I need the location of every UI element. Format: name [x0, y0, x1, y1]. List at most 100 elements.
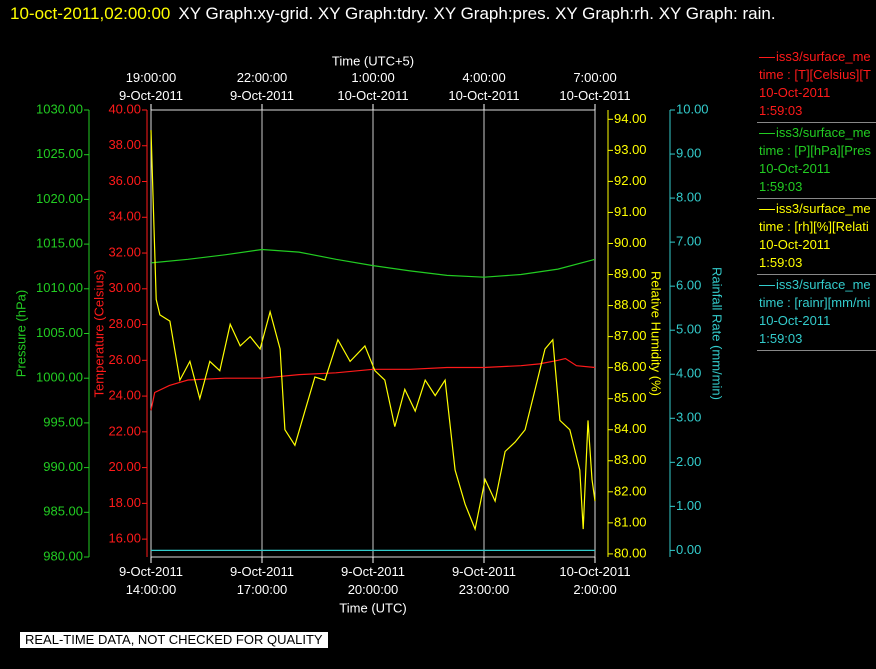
y-tick-label: 7.00: [676, 234, 701, 249]
y-tick-label: 10.00: [676, 101, 709, 116]
legend-text: 10-Oct-2011: [759, 161, 831, 176]
tick-label-line: 10-Oct-2011: [559, 88, 630, 103]
y-tick-label: 1010.00: [36, 280, 83, 295]
tick-label-line: 1:00:00: [351, 70, 394, 85]
tick-label-line: 9-Oct-2011: [119, 564, 183, 579]
footer-note: REAL-TIME DATA, NOT CHECKED FOR QUALITY: [20, 632, 328, 648]
x2-tick-label: 1:00:00 10-Oct-2011: [337, 70, 408, 103]
legend: iss3/surface_me time : [T][Celsius][T 10-O…: [757, 47, 876, 351]
y-tick-label: 6.00: [676, 278, 701, 293]
x2-tick-label: 22:00:00 9-Oct-2011: [230, 70, 294, 103]
y-tick-label: 1025.00: [36, 146, 83, 161]
y-tick-label: 1000.00: [36, 370, 83, 385]
x-tick-label: 9-Oct-2011 20:00:00: [341, 564, 405, 597]
x2-axis-title: Time (UTC+5): [332, 53, 414, 68]
timestamp: 10-oct-2011,02:00:00: [10, 4, 171, 23]
y-tick-label: 990.00: [43, 459, 83, 474]
y-tick-label: 9.00: [676, 145, 701, 160]
y-tick-label: 34.00: [108, 209, 141, 224]
legend-swatch: [759, 57, 775, 59]
y-axis-title: Rainfall Rate (mm/min): [710, 267, 725, 400]
x-tick-label: 10-Oct-2011 2:00:00: [559, 564, 630, 597]
tick-label-line: 10-Oct-2011: [448, 88, 519, 103]
tick-label-line: 9-Oct-2011: [341, 564, 405, 579]
y-tick-label: 985.00: [43, 504, 83, 519]
x-axis-title: Time (UTC): [339, 600, 406, 615]
series-line: [150, 357, 596, 411]
y-tick-label: 4.00: [676, 366, 701, 381]
legend-name-row: iss3/surface_me: [759, 276, 876, 294]
tick-label-line: 9-Oct-2011: [452, 564, 516, 579]
tick-label-line: 19:00:00: [126, 70, 177, 85]
chart-title: XY Graph:xy-grid. XY Graph:tdry. XY Grap…: [178, 4, 776, 23]
x-tick-label: 9-Oct-2011 23:00:00: [452, 564, 516, 597]
y-tick-label: 32.00: [108, 244, 141, 259]
y-tick-label: 87.00: [614, 328, 647, 343]
y-tick-label: 980.00: [43, 548, 83, 563]
y-tick-label: 94.00: [614, 111, 647, 126]
y-tick-label: 40.00: [108, 101, 141, 116]
y-axis-title: Relative Humidity (%): [649, 271, 664, 396]
legend-text: 1:59:03: [759, 103, 803, 118]
tick-label-line: 7:00:00: [573, 70, 616, 85]
y-tick-label: 84.00: [614, 421, 647, 436]
y-tick-label: 20.00: [108, 459, 141, 474]
tick-label-line: 20:00:00: [348, 582, 399, 597]
legend-name: iss3/surface_me: [776, 201, 871, 216]
tick-label-line: 22:00:00: [237, 70, 288, 85]
y-tick-label: 38.00: [108, 137, 141, 152]
y-tick-label: 995.00: [43, 414, 83, 429]
legend-text: time : [rainr][mm/mi: [759, 295, 871, 310]
y-tick-label: 89.00: [614, 266, 647, 281]
y-tick-label: 24.00: [108, 388, 141, 403]
y-tick-label: 91.00: [614, 204, 647, 219]
tick-label-line: 14:00:00: [126, 582, 177, 597]
x-tick-label: 9-Oct-2011 17:00:00: [230, 564, 294, 597]
y-tick-label: 1015.00: [36, 236, 83, 251]
legend-name: iss3/surface_me: [776, 277, 871, 292]
x2-tick-label: 4:00:00 10-Oct-2011: [448, 70, 519, 103]
tick-label-line: 9-Oct-2011: [230, 564, 294, 579]
legend-swatch: [759, 209, 775, 211]
y-tick-label: 5.00: [676, 322, 701, 337]
legend-text: 10-Oct-2011: [759, 237, 831, 252]
y-tick-label: 0.00: [676, 542, 701, 557]
legend-swatch: [759, 285, 775, 287]
y-tick-label: 86.00: [614, 359, 647, 374]
series-line: [150, 248, 596, 278]
y-tick-label: 8.00: [676, 190, 701, 205]
series-line: [150, 130, 596, 532]
legend-text: time : [T][Celsius][T: [759, 67, 871, 82]
y-tick-label: 88.00: [614, 297, 647, 312]
legend-text: time : [P][hPa][Pres: [759, 143, 871, 158]
header: 10-oct-2011,02:00:00 XY Graph:xy-grid. XY…: [10, 0, 855, 28]
legend-name-row: iss3/surface_me: [759, 124, 876, 142]
x-tick-label: 9-Oct-2011 14:00:00: [119, 564, 183, 597]
y-axis-title: Temperature (Celsius): [91, 270, 106, 398]
legend-name: iss3/surface_me: [776, 125, 871, 140]
y-tick-label: 93.00: [614, 142, 647, 157]
y-tick-label: 83.00: [614, 452, 647, 467]
y-tick-label: 81.00: [614, 514, 647, 529]
y-tick-label: 26.00: [108, 352, 141, 367]
y-tick-label: 2.00: [676, 454, 701, 469]
y-tick-label: 18.00: [108, 495, 141, 510]
tick-label-line: 9-Oct-2011: [230, 88, 294, 103]
legend-name-row: iss3/surface_me: [759, 48, 876, 66]
legend-swatch: [759, 133, 775, 135]
y-tick-label: 16.00: [108, 531, 141, 546]
y-tick-label: 30.00: [108, 280, 141, 295]
legend-text: 1:59:03: [759, 331, 803, 346]
y-tick-label: 22.00: [108, 423, 141, 438]
legend-text: 10-Oct-2011: [759, 313, 831, 328]
y-tick-label: 36.00: [108, 173, 141, 188]
x2-tick-label: 7:00:00 10-Oct-2011: [559, 70, 630, 103]
legend-text: time : [rh][%][Relati: [759, 219, 869, 234]
tick-label-line: 23:00:00: [459, 582, 510, 597]
y-tick-label: 80.00: [614, 545, 647, 560]
